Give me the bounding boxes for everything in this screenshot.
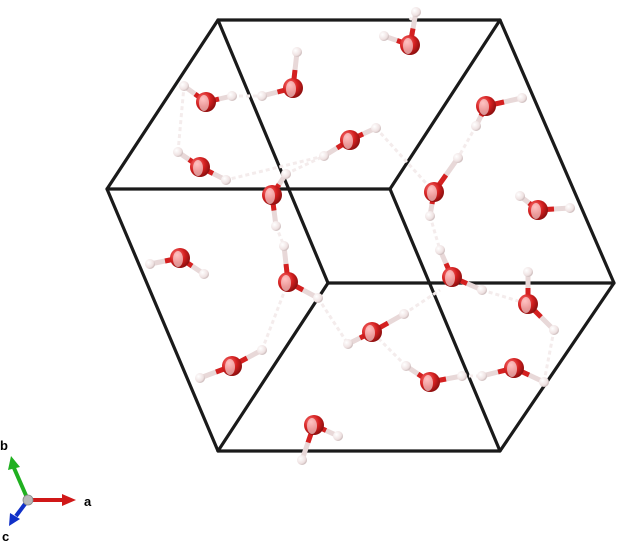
c-axis-arrowhead [9, 513, 20, 526]
hydrogen-bond [285, 154, 325, 176]
hydrogen-atom[interactable] [227, 91, 237, 101]
cell-edge [388, 187, 502, 453]
oxygen-highlight [507, 361, 517, 377]
oxygen-highlight [193, 160, 203, 176]
hydrogen-bond [370, 330, 408, 368]
hydrogen-bond [456, 125, 478, 159]
hydrogen-bond [260, 281, 290, 351]
hydrogen-atom[interactable] [292, 47, 302, 57]
hydrogen-atom[interactable] [549, 325, 559, 335]
oxygen-highlight [265, 188, 275, 204]
axis-origin [22, 494, 34, 506]
water-molecule[interactable] [471, 93, 527, 131]
hydrogen-atom[interactable] [173, 147, 183, 157]
b-axis-arrowhead [8, 456, 20, 470]
a-axis-arrowhead [62, 494, 76, 506]
oxygen-highlight [445, 270, 455, 286]
hydrogen-bond [403, 288, 441, 316]
water-molecule[interactable] [477, 358, 549, 387]
hydrogen-atom[interactable] [477, 285, 487, 295]
b-axis-arrow [12, 467, 30, 501]
water-molecule[interactable] [515, 191, 575, 220]
oxygen-highlight [423, 375, 433, 391]
hydrogen-atom[interactable] [343, 339, 353, 349]
hydrogen-bond [428, 215, 442, 251]
water-molecule[interactable] [173, 147, 231, 185]
oxygen-highlight [365, 325, 375, 341]
oxygen-highlight [225, 359, 235, 375]
hydrogen-atom[interactable] [539, 377, 549, 387]
hydrogen-atom[interactable] [297, 455, 307, 465]
axis-triad: a b c [0, 438, 92, 544]
hydrogen-atom[interactable] [195, 373, 205, 383]
hydrogen-atom[interactable] [471, 121, 481, 131]
water-molecule[interactable] [379, 7, 421, 55]
hydrogen-bond [225, 154, 325, 182]
oxygen-highlight [403, 38, 413, 54]
hydrogen-atom[interactable] [371, 123, 381, 133]
hydrogen-atom[interactable] [379, 31, 389, 41]
hydrogen-atom[interactable] [425, 211, 435, 221]
water-molecules [145, 7, 575, 465]
hydrogen-atom[interactable] [313, 293, 323, 303]
hydrogen-bond [374, 126, 436, 194]
water-molecule[interactable] [319, 123, 381, 161]
hydrogen-atom[interactable] [271, 221, 281, 231]
hydrogen-atom[interactable] [333, 431, 343, 441]
hydrogen-bond [542, 329, 556, 383]
cell-edge [388, 18, 502, 191]
water-molecule[interactable] [195, 345, 267, 383]
hydrogen-bond [481, 288, 529, 306]
hydrogen-atom[interactable] [279, 241, 289, 251]
cell-edge [216, 281, 330, 453]
b-axis-label: b [0, 438, 8, 453]
hydrogen-atom[interactable] [257, 345, 267, 355]
water-molecule[interactable] [278, 241, 323, 303]
hydrogen-atom[interactable] [257, 91, 267, 101]
water-molecule[interactable] [424, 153, 463, 221]
cell-edge [216, 18, 330, 285]
hydrogen-atom[interactable] [179, 81, 189, 91]
water-molecule[interactable] [518, 267, 559, 335]
hydrogen-atom[interactable] [401, 361, 411, 371]
water-molecule[interactable] [179, 81, 237, 112]
hydrogen-atom[interactable] [523, 267, 533, 277]
hydrogen-atom[interactable] [199, 269, 209, 279]
hydrogen-bond [316, 297, 350, 345]
a-axis-label: a [84, 494, 92, 509]
hydrogen-atom[interactable] [399, 309, 409, 319]
oxygen-highlight [479, 99, 489, 115]
hydrogen-atom[interactable] [517, 93, 527, 103]
hydrogen-atom[interactable] [565, 203, 575, 213]
water-molecule[interactable] [343, 309, 409, 349]
water-molecule[interactable] [297, 415, 343, 465]
hydrogen-atom[interactable] [457, 371, 467, 381]
hydrogen-atom[interactable] [281, 169, 291, 179]
hydrogen-atom[interactable] [477, 371, 487, 381]
water-molecule[interactable] [145, 248, 209, 279]
oxygen-highlight [427, 185, 437, 201]
hydrogen-atom[interactable] [411, 7, 421, 17]
oxygen-highlight [521, 297, 531, 313]
oxygen-highlight [343, 133, 353, 149]
water-molecule[interactable] [435, 245, 487, 295]
hydrogen-atom[interactable] [319, 151, 329, 161]
water-molecule[interactable] [401, 361, 467, 392]
oxygen-highlight [173, 251, 183, 267]
water-molecule[interactable] [262, 169, 291, 231]
oxygen-highlight [307, 418, 317, 434]
hydrogen-atom[interactable] [515, 191, 525, 201]
oxygen-highlight [286, 81, 296, 97]
oxygen-highlight [531, 203, 541, 219]
hydrogen-atom[interactable] [221, 175, 231, 185]
water-molecule[interactable] [257, 47, 303, 101]
oxygen-highlight [281, 275, 291, 291]
hydrogen-atom[interactable] [453, 153, 463, 163]
oxygen-highlight [199, 95, 209, 111]
hydrogen-atom[interactable] [435, 245, 445, 255]
hydrogen-bond [176, 85, 186, 153]
c-axis-label: c [2, 529, 9, 544]
hydrogen-atom[interactable] [145, 259, 155, 269]
